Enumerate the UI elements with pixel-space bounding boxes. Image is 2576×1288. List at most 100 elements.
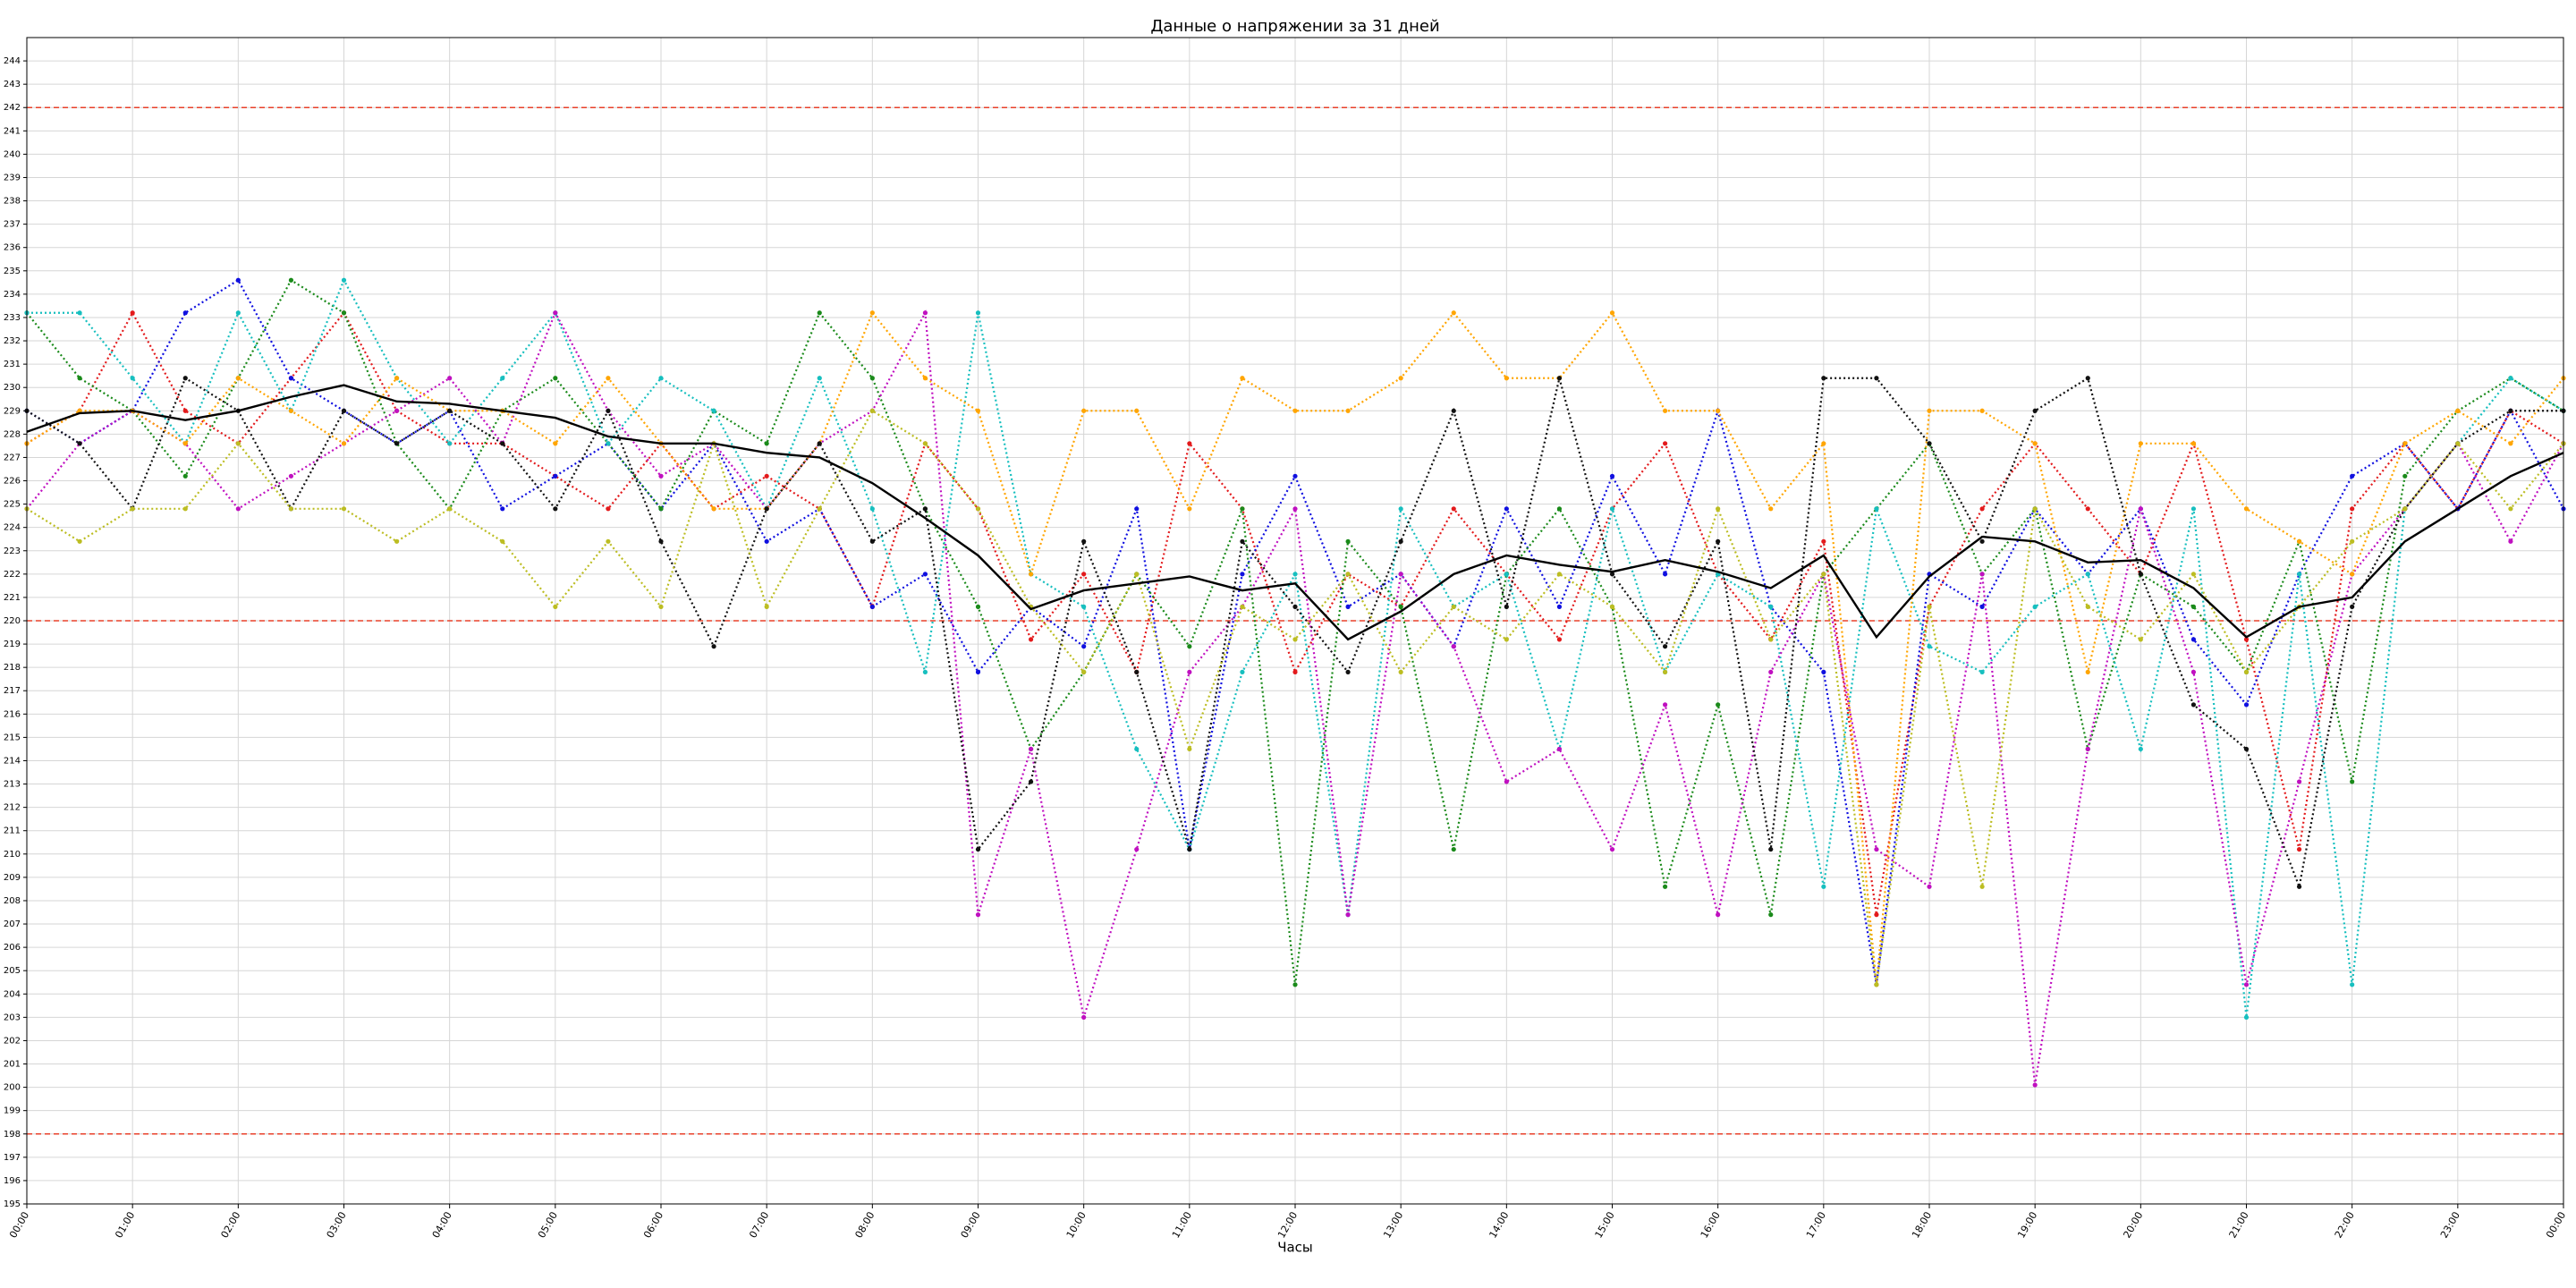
plot-frame: [26, 37, 2564, 1205]
data-point: [1821, 572, 1826, 577]
data-point: [1451, 408, 1456, 413]
data-point: [1979, 506, 1985, 512]
data-point: [658, 506, 664, 512]
data-point: [1292, 572, 1298, 577]
data-point: [2032, 604, 2038, 609]
data-point: [1556, 604, 1563, 609]
data-point: [1609, 506, 1615, 512]
data-point: [2402, 441, 2408, 446]
data-point: [869, 538, 875, 544]
data-point: [1081, 669, 1087, 674]
data-point: [1398, 604, 1403, 609]
data-point: [288, 473, 294, 479]
y-tick-label: 195: [4, 1199, 21, 1209]
data-point: [1345, 408, 1351, 413]
data-point: [2032, 441, 2038, 446]
data-point: [2508, 408, 2513, 413]
data-point: [2085, 376, 2090, 381]
data-point: [1874, 912, 1879, 918]
data-point: [394, 441, 400, 446]
y-tick-label: 203: [4, 1013, 21, 1022]
y-tick-label: 219: [4, 640, 21, 649]
data-point: [1662, 884, 1668, 889]
y-tick-label: 241: [4, 126, 21, 136]
data-point: [553, 441, 558, 446]
data-point: [1081, 1014, 1087, 1020]
x-tick-label: 01:00: [113, 1210, 137, 1241]
data-point: [922, 376, 928, 381]
data-point: [1451, 310, 1456, 316]
y-tick-label: 239: [4, 173, 21, 182]
data-point: [341, 506, 347, 512]
data-point: [1768, 637, 1774, 642]
data-point: [447, 441, 453, 446]
data-point: [2190, 637, 2197, 642]
data-point: [1451, 604, 1456, 609]
data-point: [1081, 538, 1087, 544]
data-point: [2296, 572, 2302, 577]
data-point: [1821, 669, 1826, 674]
data-point: [975, 912, 981, 918]
y-tick-label: 210: [4, 850, 21, 860]
data-point: [182, 408, 188, 413]
y-tick-label: 240: [4, 149, 21, 159]
data-point: [130, 310, 135, 316]
y-tick-label: 200: [4, 1083, 21, 1093]
data-point: [2243, 506, 2250, 512]
data-point: [1927, 604, 1932, 609]
data-point: [1345, 669, 1351, 674]
data-point: [1609, 473, 1615, 479]
data-point: [606, 408, 611, 413]
data-point: [1240, 669, 1245, 674]
x-tick-label: 15:00: [1593, 1210, 1617, 1241]
data-point: [2350, 982, 2355, 987]
data-point: [764, 604, 769, 609]
data-point: [1979, 604, 1985, 609]
data-point: [1874, 846, 1879, 852]
data-point: [1451, 506, 1456, 512]
x-tick-label: 00:00: [7, 1210, 31, 1241]
data-point: [447, 506, 453, 512]
data-point: [2350, 604, 2355, 609]
y-tick-label: 238: [4, 197, 21, 207]
data-point: [447, 376, 453, 381]
data-point: [1134, 408, 1140, 413]
data-point: [658, 604, 664, 609]
data-point: [1292, 604, 1298, 609]
data-point: [553, 506, 558, 512]
data-point: [1556, 572, 1563, 577]
y-tick-label: 199: [4, 1106, 21, 1116]
data-point: [2138, 746, 2143, 752]
data-point: [1821, 441, 1826, 446]
y-tick-label: 228: [4, 429, 21, 439]
data-point: [1504, 506, 1509, 512]
data-point: [1504, 376, 1509, 381]
x-tick-label: 02:00: [218, 1210, 242, 1241]
data-point: [1187, 746, 1192, 752]
data-point: [1081, 644, 1087, 649]
data-point: [1662, 441, 1668, 446]
y-tick-label: 232: [4, 336, 21, 346]
y-tick-label: 216: [4, 709, 21, 719]
data-point: [2138, 637, 2143, 642]
data-point: [2243, 746, 2250, 752]
data-point: [500, 441, 505, 446]
data-point: [2243, 1014, 2250, 1020]
data-point: [235, 441, 241, 446]
data-point: [1768, 846, 1774, 852]
data-point: [658, 538, 664, 544]
data-point: [1662, 408, 1668, 413]
y-tick-label: 206: [4, 943, 21, 953]
data-point: [1134, 746, 1140, 752]
data-point: [922, 506, 928, 512]
y-tick-label: 202: [4, 1036, 21, 1046]
data-point: [817, 310, 822, 316]
data-point: [1768, 604, 1774, 609]
y-tick-label: 233: [4, 313, 21, 323]
data-point: [1187, 644, 1192, 649]
data-point: [1028, 572, 1034, 577]
data-point: [606, 506, 611, 512]
data-point: [1556, 376, 1563, 381]
data-point: [1979, 669, 1985, 674]
